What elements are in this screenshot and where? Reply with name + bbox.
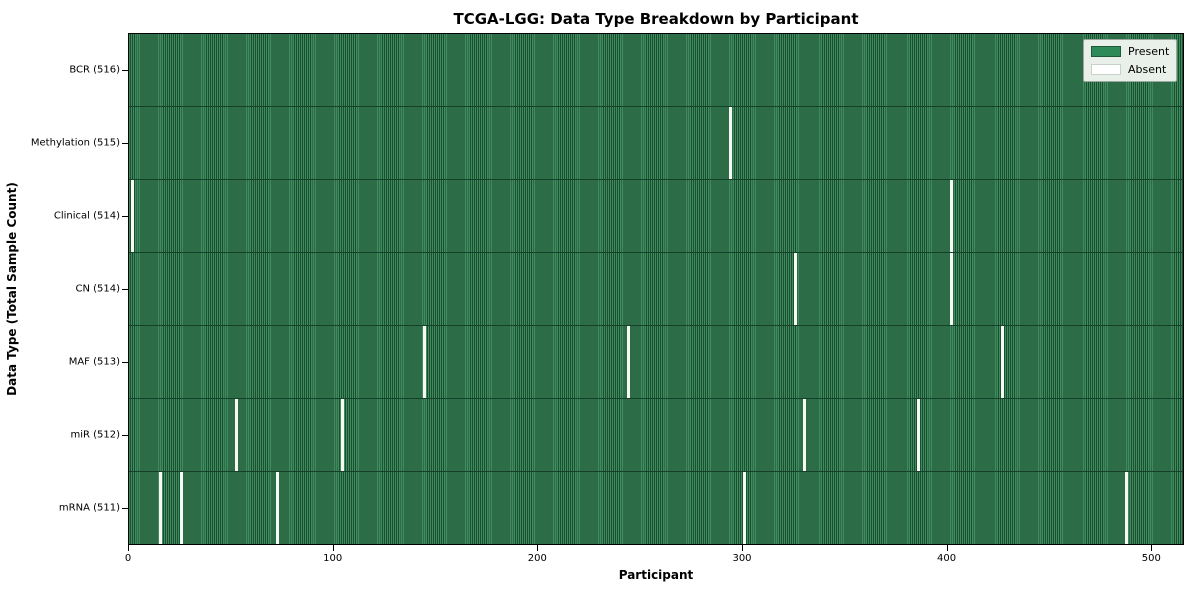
absent-mark-mRNA-72 — [275, 472, 279, 544]
present-label: Present — [1128, 45, 1170, 58]
y-tick-label-CN: CN (514) — [75, 283, 120, 295]
y-tick-BCR — [122, 69, 128, 71]
absent-mark-MAF-144 — [422, 326, 426, 398]
y-tick-label-Methylation: Methylation (515) — [30, 137, 120, 149]
x-tick-400 — [946, 545, 948, 551]
x-tick-0 — [128, 545, 129, 551]
y-tick-label-Clinical: Clinical (514) — [53, 210, 120, 222]
heatmap-row-miR — [129, 399, 1183, 472]
absent-label: Absent — [1128, 63, 1167, 76]
x-tick-label-300: 300 — [732, 553, 752, 564]
x-axis-label: Participant — [618, 568, 694, 582]
legend-item-present: Present — [1091, 45, 1169, 58]
absent-mark-MAF-244 — [626, 326, 630, 398]
y-tick-label-miR: miR (512) — [70, 429, 120, 441]
y-tick-mRNA — [122, 508, 128, 510]
legend-item-absent: Absent — [1091, 63, 1169, 76]
y-tick-MAF — [122, 362, 128, 364]
x-tick-300 — [742, 545, 743, 551]
x-tick-100 — [332, 545, 334, 551]
x-tick-label-200: 200 — [527, 553, 547, 564]
absent-mark-Methylation-294 — [729, 107, 733, 179]
y-tick-CN — [122, 289, 128, 290]
heatmap-row-CN — [129, 253, 1183, 326]
absent-mark-miR-330 — [802, 399, 806, 471]
x-tick-200 — [537, 545, 539, 551]
absent-mark-MAF-427 — [1000, 326, 1004, 398]
y-tick-label-MAF: MAF (513) — [68, 356, 120, 368]
x-tick-500 — [1151, 545, 1153, 551]
heatmap-row-Clinical — [129, 180, 1183, 253]
y-axis-label: Data Type (Total Sample Count) — [5, 182, 19, 396]
plot-area — [128, 33, 1184, 545]
absent-mark-miR-386 — [916, 399, 920, 471]
y-tick-Methylation — [122, 142, 128, 144]
absent-mark-mRNA-15 — [159, 472, 163, 544]
heatmap-row-Methylation — [129, 107, 1183, 180]
y-tick-Clinical — [122, 215, 128, 217]
x-tick-label-500: 500 — [1141, 553, 1161, 564]
absent-mark-mRNA-25 — [179, 472, 183, 544]
absent-mark-Clinical-402 — [949, 180, 953, 252]
x-tick-label-100: 100 — [323, 553, 343, 564]
absent-mark-Clinical-1 — [130, 180, 134, 252]
absent-swatch — [1091, 64, 1121, 75]
chart-title: TCGA-LGG: Data Type Breakdown by Partici… — [453, 10, 859, 28]
legend: Present Absent — [1083, 39, 1177, 82]
present-swatch — [1091, 46, 1121, 57]
heatmap-row-MAF — [129, 326, 1183, 399]
x-tick-label-400: 400 — [937, 553, 957, 564]
absent-mark-CN-326 — [794, 253, 798, 325]
absent-mark-miR-104 — [340, 399, 344, 471]
heatmap-row-mRNA — [129, 472, 1183, 544]
y-tick-label-mRNA: mRNA (511) — [58, 502, 120, 514]
x-tick-label-0: 0 — [124, 553, 132, 564]
absent-mark-mRNA-301 — [743, 472, 747, 544]
y-tick-label-BCR: BCR (516) — [69, 64, 120, 76]
absent-mark-miR-52 — [234, 399, 238, 471]
absent-mark-mRNA-488 — [1125, 472, 1129, 544]
heatmap-row-BCR — [129, 34, 1183, 107]
absent-mark-CN-402 — [949, 253, 953, 325]
y-tick-miR — [122, 435, 128, 437]
